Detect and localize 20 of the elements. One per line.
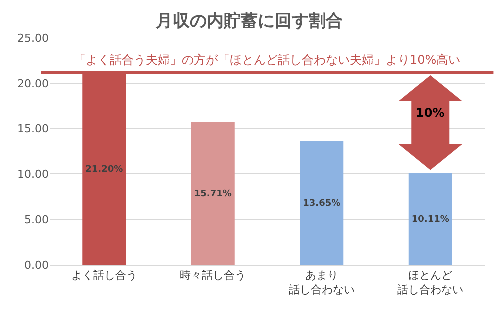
data-label: 13.65% (303, 199, 341, 210)
y-tick-label: 25.00 (18, 32, 49, 45)
ref-line-label: 「よく話合う夫婦」の方が「ほとんど話し合わない夫婦」より10%高い (74, 53, 461, 67)
y-tick-label: 5.00 (24, 213, 49, 226)
y-tick-label: 15.00 (18, 122, 49, 136)
bar (300, 141, 344, 265)
chart-title: 月収の内貯蓄に回す割合 (155, 11, 343, 32)
bar (191, 122, 235, 265)
x-tick-label: ほとんど話し合わない (398, 269, 464, 296)
data-label: 21.20% (86, 164, 124, 175)
y-tick-label: 0.00 (24, 258, 49, 272)
data-label: 15.71% (194, 190, 232, 200)
x-tick-label: 時々話し合う (180, 269, 246, 282)
y-tick-label: 10.00 (18, 168, 49, 182)
y-tick-label: 20.00 (18, 77, 49, 90)
x-tick-label: あまり話し合わない (288, 269, 355, 296)
data-label: 10.11% (412, 215, 450, 226)
annotation: 10% (416, 106, 445, 120)
bar (408, 173, 452, 265)
x-tick-label: よく話し合う (71, 269, 138, 282)
